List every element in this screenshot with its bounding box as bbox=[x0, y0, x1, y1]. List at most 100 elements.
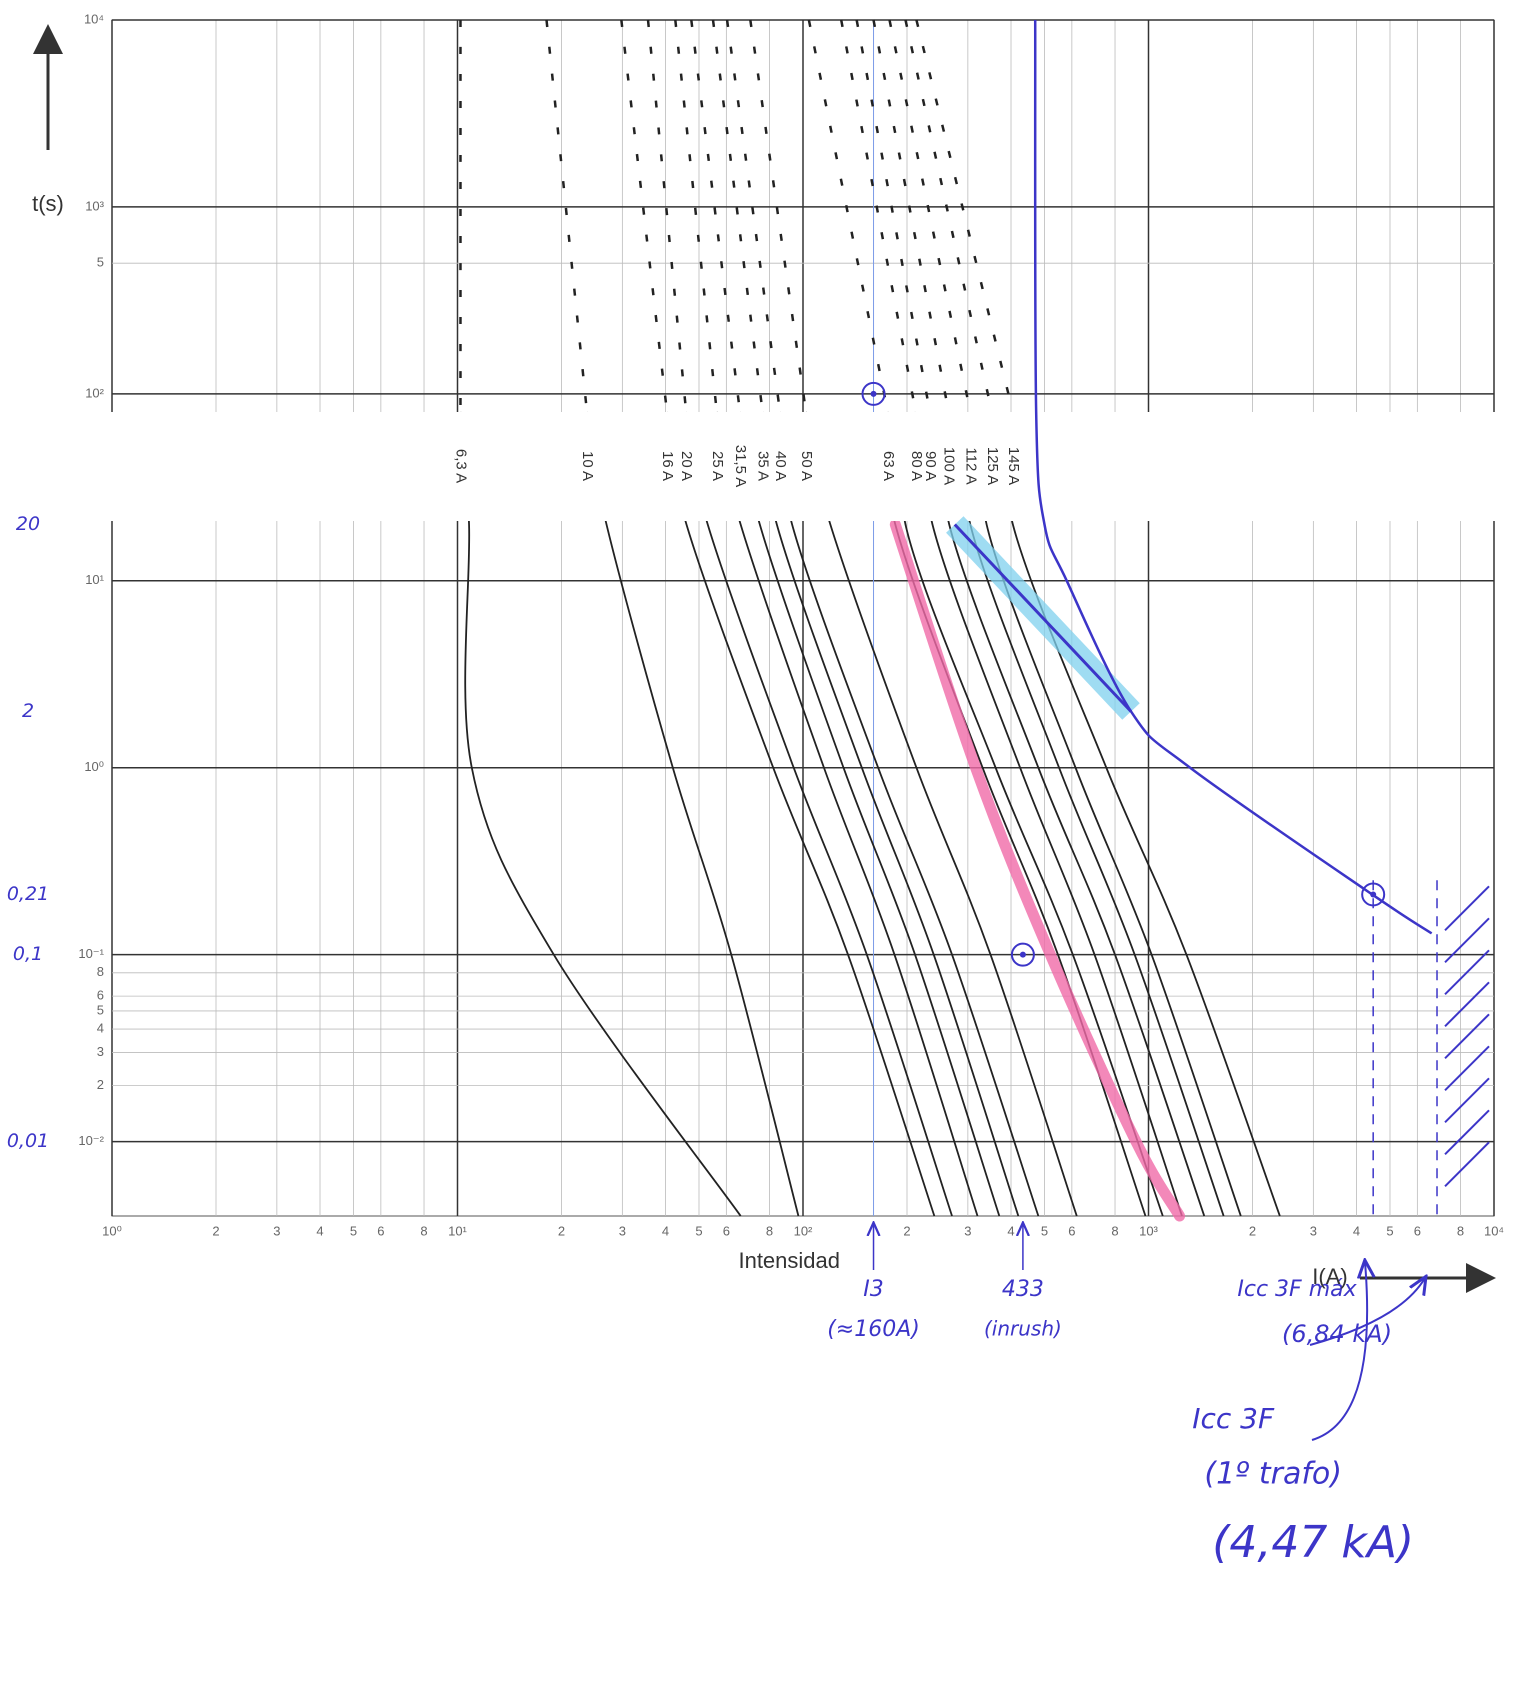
fuse-label: 35 A bbox=[755, 451, 772, 481]
fuse-label: 90 A bbox=[922, 451, 939, 481]
x-tick-label: 6 bbox=[1068, 1223, 1075, 1238]
fuse-label: 20 A bbox=[678, 451, 695, 481]
fuse-curve-upper bbox=[620, 19, 669, 413]
hatch bbox=[1444, 885, 1490, 931]
x-tick-label: 6 bbox=[377, 1223, 384, 1238]
x-tick-label: 6 bbox=[723, 1223, 730, 1238]
hatch bbox=[1444, 1013, 1490, 1059]
fuse-curve-upper bbox=[646, 19, 688, 413]
y-tick-label: 10⁴ bbox=[84, 11, 104, 26]
x-tick-label: 10⁴ bbox=[1484, 1223, 1504, 1238]
hatch bbox=[1444, 981, 1490, 1027]
point bbox=[1019, 951, 1026, 958]
x-tick-label: 4 bbox=[1353, 1223, 1360, 1238]
fuse-curve bbox=[761, 411, 1020, 1217]
fuse-label: 80 A bbox=[908, 451, 925, 481]
point-ring bbox=[1010, 942, 1035, 967]
y-tick-label: 5 bbox=[97, 1002, 104, 1017]
hand-y-label: 0,1 bbox=[13, 943, 43, 965]
point bbox=[1370, 891, 1377, 898]
annotation-text: I3 bbox=[863, 1277, 884, 1302]
fuse-label: 31,5 A bbox=[732, 445, 749, 488]
y-tick-label: 10¹ bbox=[85, 572, 104, 587]
x-axis-unit: I(A) bbox=[1312, 1264, 1347, 1289]
annotation-text: (1º trafo) bbox=[1204, 1457, 1342, 1492]
x-tick-label: 10⁰ bbox=[102, 1223, 122, 1238]
fuse-curve-upper bbox=[545, 19, 589, 413]
x-tick-label: 3 bbox=[273, 1223, 280, 1238]
x-tick-label: 4 bbox=[316, 1223, 323, 1238]
fuse-label: 10 A bbox=[579, 451, 596, 481]
x-tick-label: 8 bbox=[420, 1223, 427, 1238]
fuse-label: 40 A bbox=[772, 451, 789, 481]
x-tick-label: 5 bbox=[1386, 1223, 1393, 1238]
x-tick-label: 5 bbox=[350, 1223, 357, 1238]
x-tick-label: 10² bbox=[794, 1223, 813, 1238]
blue-segment bbox=[953, 523, 1133, 713]
fuse-curve bbox=[715, 411, 979, 1217]
x-tick-label: 3 bbox=[964, 1223, 971, 1238]
hand-arrow bbox=[1311, 1262, 1367, 1441]
hatch bbox=[1444, 1045, 1490, 1091]
y-tick-label: 10⁻¹ bbox=[78, 946, 104, 961]
annotation-text: 433 bbox=[1002, 1277, 1044, 1302]
grid: 10⁰ 2 3 4 5 6 8 10¹ 2 3 4 5 6 8 10² 2 3 4 5 6 8 10³ 2 3 4 5 6 8 10⁴1… bbox=[78, 11, 1504, 1238]
y-tick-label: 10² bbox=[85, 385, 104, 400]
curves bbox=[459, 19, 1281, 1222]
x-tick-label: 4 bbox=[1007, 1223, 1014, 1238]
breaker-curve bbox=[1033, 19, 1433, 935]
x-tick-label: 8 bbox=[1111, 1223, 1118, 1238]
y-tick-label: 3 bbox=[97, 1044, 104, 1059]
y-tick-label: 8 bbox=[97, 964, 104, 979]
x-tick-label: 6 bbox=[1414, 1223, 1421, 1238]
annotation-text: (≈160A) bbox=[827, 1317, 920, 1342]
hand-y-label: 0,21 bbox=[7, 883, 49, 905]
x-tick-label: 4 bbox=[662, 1223, 669, 1238]
pink-highlight bbox=[889, 519, 1186, 1222]
y-tick-label: 5 bbox=[97, 255, 104, 270]
fuse-curve bbox=[586, 411, 800, 1217]
fuse-curve bbox=[805, 411, 1078, 1217]
fuse-curve-upper bbox=[749, 19, 808, 413]
fuse-curve-upper bbox=[904, 19, 994, 413]
fuse-curve-upper bbox=[711, 19, 764, 413]
x-tick-label: 8 bbox=[766, 1223, 773, 1238]
fuse-label: 50 A bbox=[798, 451, 815, 481]
hatch bbox=[1444, 917, 1490, 963]
fuse-curve bbox=[941, 411, 1206, 1217]
x-tick-label: 2 bbox=[1249, 1223, 1256, 1238]
fuse-label: 63 A bbox=[880, 451, 897, 481]
x-tick-label: 2 bbox=[212, 1223, 219, 1238]
overlay: 6,3 A 10 A 16 A 20 A 25 A 31,5 A 35 A 40 A 50 A 6… bbox=[7, 19, 1490, 1568]
hand-y-label: 20 bbox=[16, 513, 40, 535]
x-tick-label: 2 bbox=[903, 1223, 910, 1238]
fuse-label: 25 A bbox=[709, 451, 726, 481]
annotation-text: (4,47 kA) bbox=[1212, 1517, 1414, 1568]
hand-y-label: 2 bbox=[22, 700, 34, 722]
x-tick-label: 10³ bbox=[1139, 1223, 1158, 1238]
x-tick-label: 5 bbox=[1041, 1223, 1048, 1238]
annotation-text: Icc 3F máx bbox=[1237, 1277, 1357, 1302]
x-tick-label: 3 bbox=[1310, 1223, 1317, 1238]
hand-y-label: 0,01 bbox=[7, 1130, 49, 1152]
fuse-curve-upper bbox=[915, 19, 1015, 413]
y-tick-label: 6 bbox=[97, 988, 104, 1003]
fuse-label: 125 A bbox=[984, 447, 1001, 485]
y-tick-label: 10⁻² bbox=[78, 1133, 104, 1148]
fuse-curve-upper bbox=[872, 19, 950, 413]
fuse-label: 6,3 A bbox=[453, 449, 470, 483]
point-ring bbox=[861, 381, 886, 406]
fuse-label: 16 A bbox=[659, 451, 676, 481]
hatch bbox=[1444, 1141, 1490, 1187]
fuse-curve-upper bbox=[839, 19, 917, 413]
point bbox=[870, 390, 877, 397]
y-tick-label: 2 bbox=[97, 1077, 104, 1092]
fuse-curve-upper bbox=[807, 19, 890, 413]
fuse-curve-upper bbox=[725, 19, 782, 413]
annotation-text: (6,84 kA) bbox=[1282, 1320, 1392, 1348]
hatch bbox=[1444, 1109, 1490, 1155]
annotation-text: Icc 3F bbox=[1192, 1402, 1275, 1435]
y-tick-label: 4 bbox=[97, 1021, 104, 1036]
x-tick-label: 8 bbox=[1457, 1223, 1464, 1238]
